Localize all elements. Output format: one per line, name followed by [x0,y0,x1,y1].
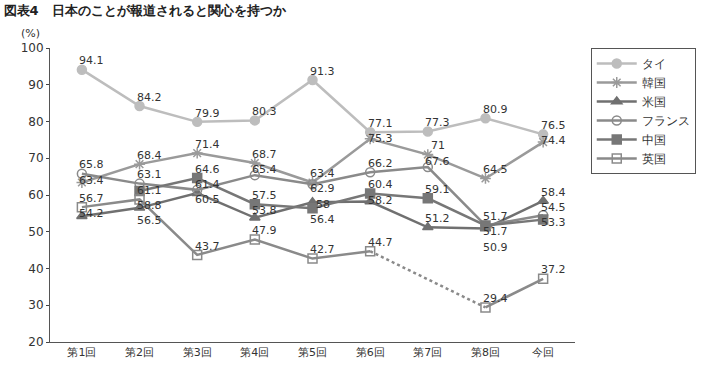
svg-text:図表4 日本のことが報道されると関心を持つか: 図表4 日本のことが報道されると関心を持つか [4,3,287,18]
svg-text:第6回: 第6回 [356,346,385,359]
svg-text:65.4: 65.4 [252,163,277,176]
svg-text:77.1: 77.1 [368,117,393,130]
svg-text:20: 20 [28,335,43,349]
svg-text:第1回: 第1回 [67,346,96,359]
svg-text:60.4: 60.4 [368,178,393,191]
svg-text:74.4: 74.4 [541,134,566,147]
svg-text:64.5: 64.5 [483,163,508,176]
svg-text:米国: 米国 [642,95,666,109]
svg-text:71: 71 [431,139,445,152]
svg-text:37.2: 37.2 [541,263,566,276]
svg-text:フランス: フランス [642,114,690,128]
svg-text:67.6: 67.6 [425,155,450,168]
svg-text:75.3: 75.3 [368,132,393,145]
svg-text:80: 80 [28,115,43,129]
svg-text:59.1: 59.1 [425,183,450,196]
svg-text:91.3: 91.3 [310,65,335,78]
svg-text:タイ: タイ [642,57,666,71]
svg-text:100: 100 [21,41,44,55]
svg-text:60: 60 [28,188,43,202]
svg-text:51.7: 51.7 [483,210,508,223]
svg-text:60.5: 60.5 [195,193,220,206]
svg-text:53.3: 53.3 [541,216,566,229]
svg-text:第2回: 第2回 [125,346,154,359]
svg-text:42.7: 42.7 [310,243,335,256]
svg-text:94.1: 94.1 [79,54,104,67]
svg-text:71.4: 71.4 [195,138,220,151]
svg-text:第4回: 第4回 [240,346,269,359]
svg-text:53.8: 53.8 [252,204,277,217]
svg-text:65.8: 65.8 [79,158,104,171]
svg-text:62.9: 62.9 [310,182,335,195]
svg-text:57.5: 57.5 [252,189,277,202]
svg-text:第8回: 第8回 [471,346,500,359]
svg-text:80.9: 80.9 [483,103,508,116]
svg-text:70: 70 [28,151,43,165]
svg-text:50.9: 50.9 [483,241,508,254]
svg-text:51.7: 51.7 [483,225,508,238]
svg-text:40: 40 [28,262,43,276]
svg-text:90: 90 [28,78,43,92]
svg-text:英国: 英国 [642,152,666,166]
svg-text:29.4: 29.4 [483,292,508,305]
svg-text:43.7: 43.7 [195,240,220,253]
svg-text:47.9: 47.9 [252,224,277,237]
svg-text:76.5: 76.5 [541,119,566,132]
svg-text:61.1: 61.1 [137,184,162,197]
svg-text:30: 30 [28,298,43,312]
svg-text:63.4: 63.4 [310,167,335,180]
svg-text:56.7: 56.7 [79,192,104,205]
svg-text:80.3: 80.3 [252,105,277,118]
svg-text:中国: 中国 [642,133,666,147]
svg-text:韓国: 韓国 [642,76,666,90]
svg-text:58.4: 58.4 [541,186,566,199]
svg-text:50: 50 [28,225,43,239]
svg-text:44.7: 44.7 [368,236,393,249]
svg-text:63.1: 63.1 [137,168,162,181]
svg-text:56.5: 56.5 [137,214,162,227]
svg-text:54.2: 54.2 [79,207,104,220]
svg-text:58: 58 [316,198,330,211]
svg-text:58.8: 58.8 [137,199,162,212]
svg-text:84.2: 84.2 [137,91,162,104]
svg-text:58.2: 58.2 [368,194,393,207]
svg-text:66.2: 66.2 [368,157,393,170]
svg-text:第5回: 第5回 [298,346,327,359]
svg-text:51.2: 51.2 [425,212,450,225]
svg-text:79.9: 79.9 [195,107,220,120]
svg-text:54.5: 54.5 [541,201,566,214]
svg-text:56.4: 56.4 [310,213,335,226]
svg-text:第3回: 第3回 [183,346,212,359]
svg-text:68.7: 68.7 [252,148,277,161]
svg-text:今回: 今回 [532,346,554,359]
svg-text:68.4: 68.4 [137,149,162,162]
svg-text:61.4: 61.4 [195,178,220,191]
svg-text:77.3: 77.3 [425,116,450,129]
svg-text:63.4: 63.4 [79,174,104,187]
svg-text:64.6: 64.6 [195,163,220,176]
svg-text:第7回: 第7回 [413,346,442,359]
svg-text:(%): (%) [21,27,40,40]
